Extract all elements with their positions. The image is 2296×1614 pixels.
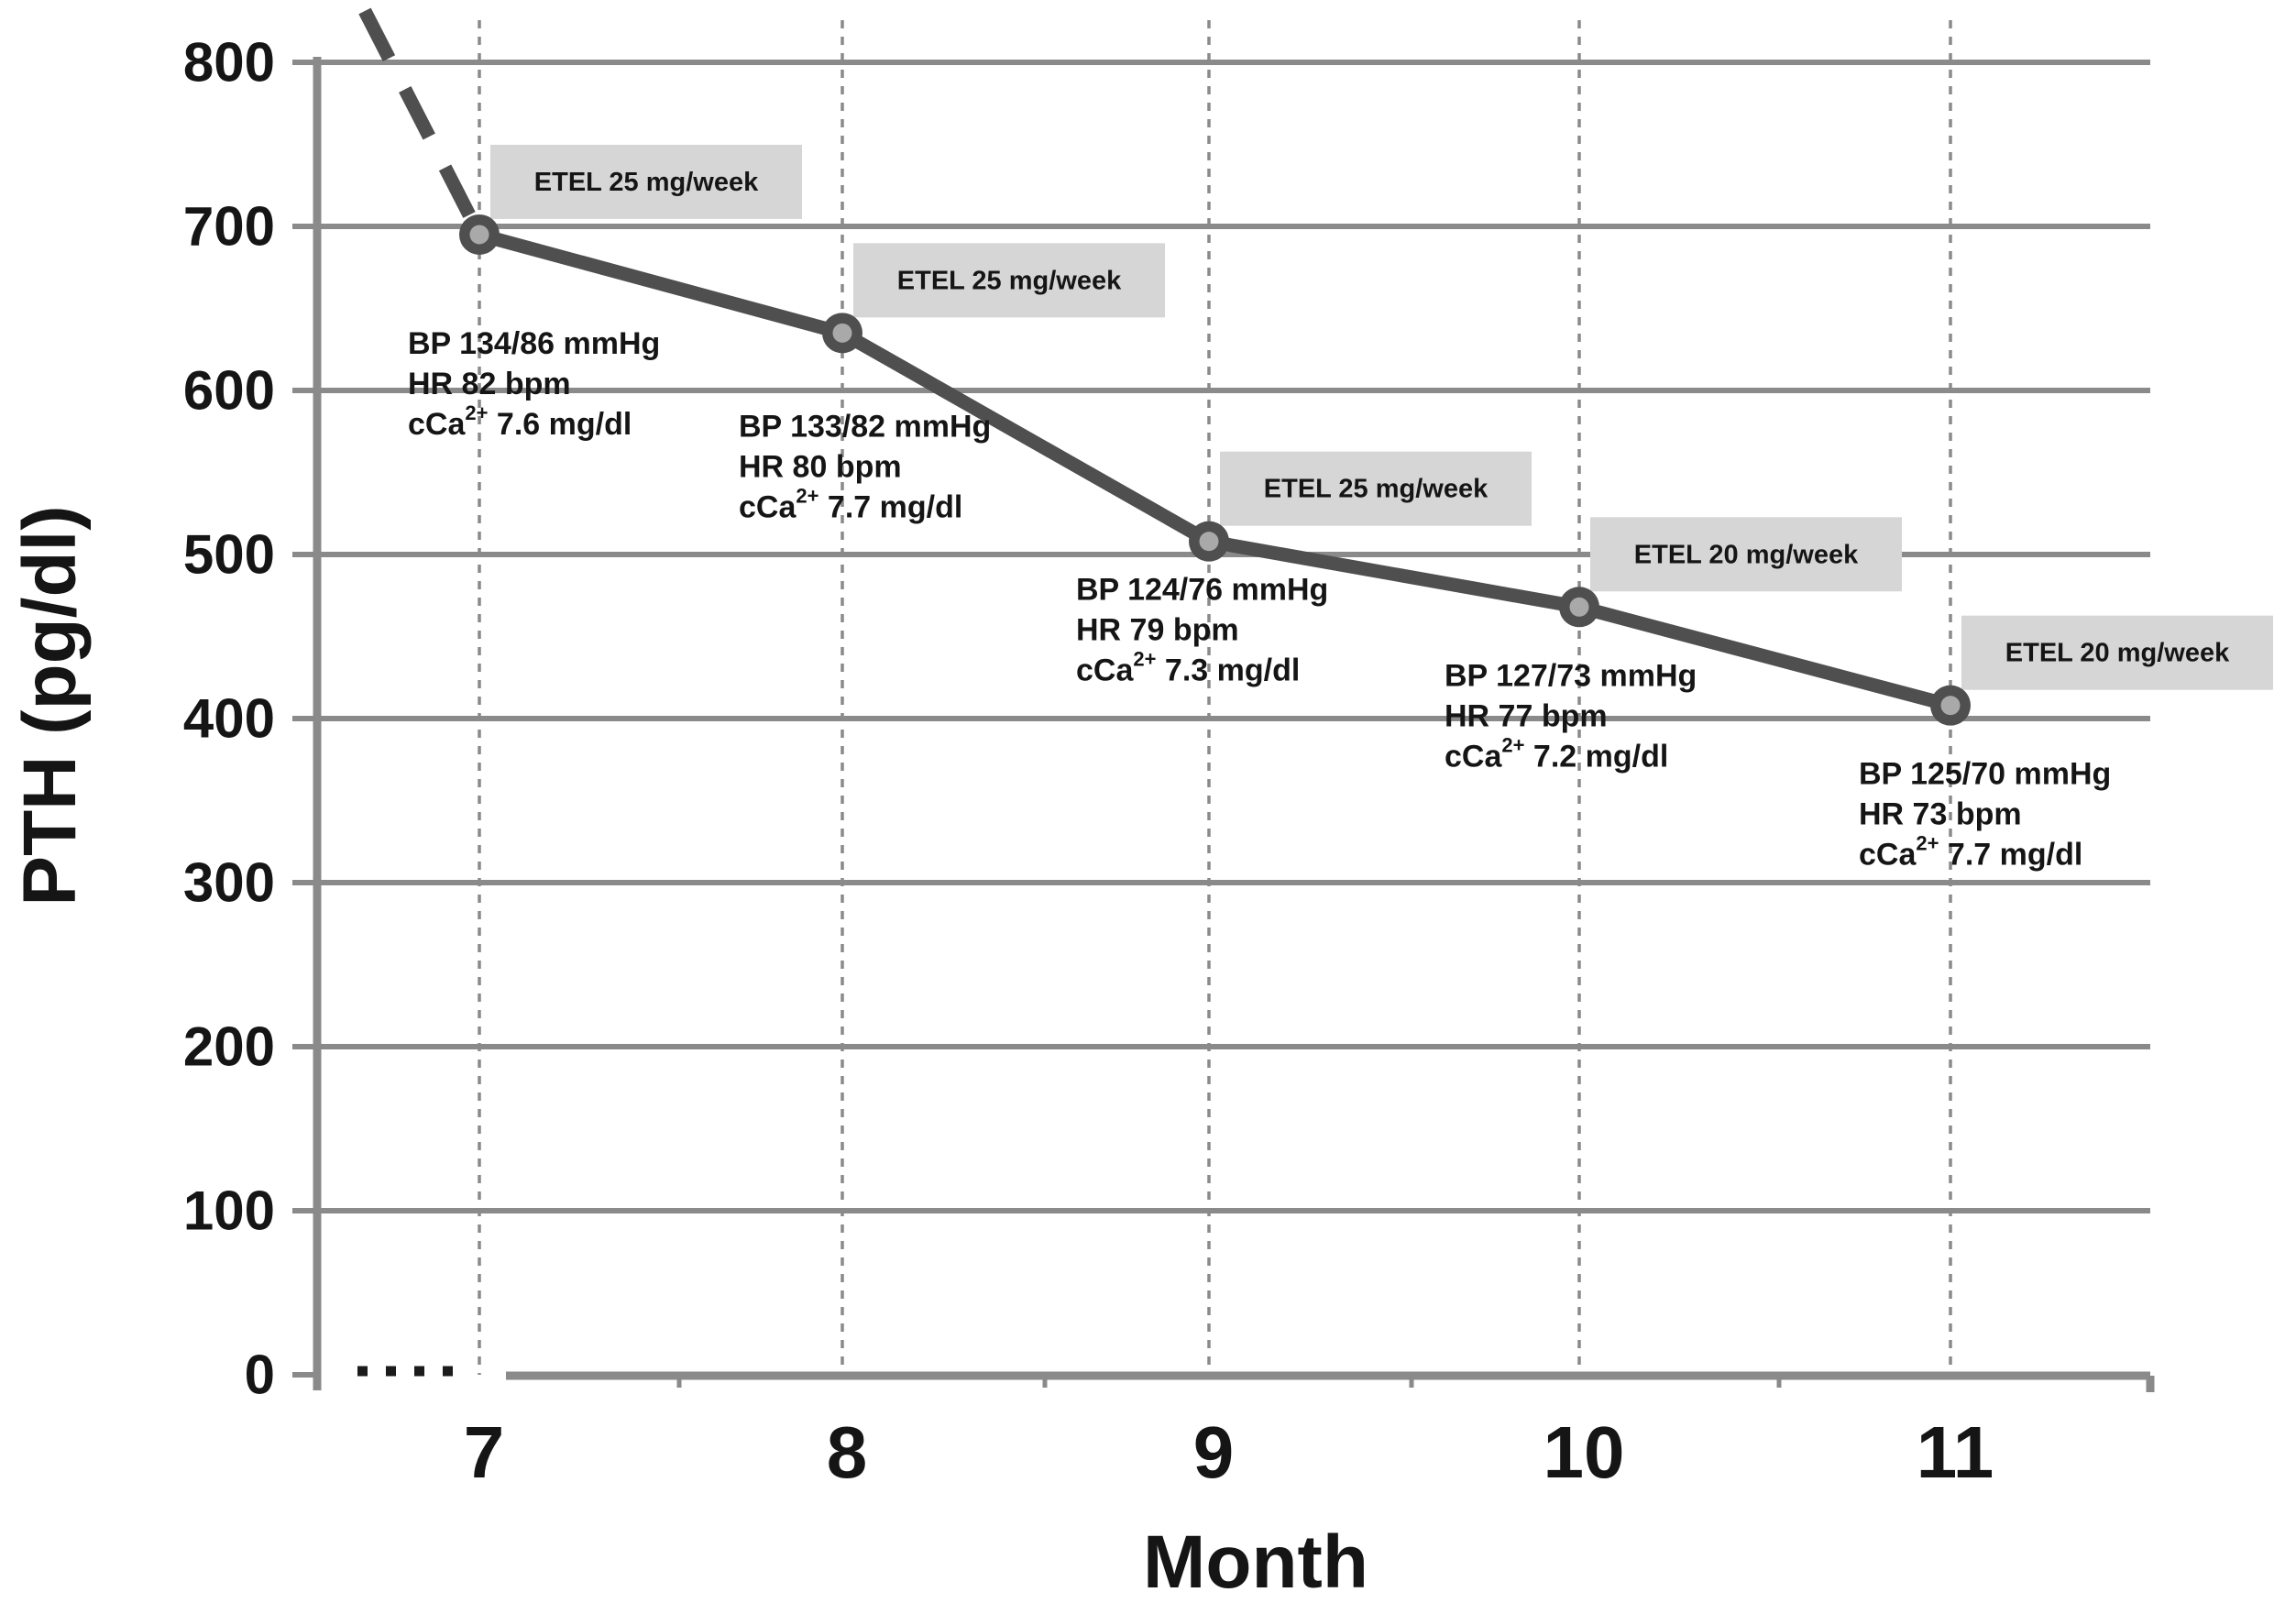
cca-value: cCa2+ 7.6 mg/dl	[408, 401, 632, 442]
y-tick-label-700: 700	[183, 196, 275, 258]
dose-label-month-11: ETEL 20 mg/week	[2005, 639, 2230, 668]
hr-value: HR 73 bpm	[1859, 797, 2022, 832]
dose-box-month-8	[853, 243, 1165, 318]
cca-value: cCa2+ 7.7 mg/dl	[1859, 831, 2082, 873]
bp-value: BP 127/73 mmHg	[1445, 658, 1697, 693]
y-axis-title: PTH (pg/dl)	[8, 505, 92, 906]
series-layer	[358, 7, 1971, 726]
hr-value: HR 80 bpm	[739, 449, 902, 484]
y-tick-label-500: 500	[183, 524, 275, 586]
tick-label-layer: 800 700 600 500 400 300 200 100 0 7 8 9 10 11	[183, 32, 1994, 1494]
x-tick-label-9: 9	[1193, 1411, 1235, 1493]
data-point-inner-month-7	[469, 225, 489, 245]
dashed-leadin-segment	[358, 7, 486, 238]
bp-value: BP 125/70 mmHg	[1859, 757, 2111, 792]
cca-value: cCa2+ 7.2 mg/dl	[1445, 733, 1668, 774]
data-point-inner-month-9	[1199, 532, 1219, 552]
dose-label-month-9: ETEL 25 mg/week	[1264, 475, 1489, 504]
x-tick-label-11: 11	[1917, 1411, 1994, 1493]
dose-box-month-11	[1961, 615, 2273, 690]
y-tick-label-0: 0	[245, 1345, 275, 1406]
grid-layer	[315, 20, 2150, 1375]
x-axis-title: Month	[1143, 1521, 1368, 1604]
bp-value: BP 133/82 mmHg	[739, 409, 991, 444]
hr-value: HR 77 bpm	[1445, 698, 1608, 733]
dose-label-month-8: ETEL 25 mg/week	[897, 266, 1122, 295]
dose-box-month-10	[1590, 517, 1902, 592]
y-tick-label-600: 600	[183, 360, 275, 422]
data-point-inner-month-11	[1940, 696, 1961, 716]
data-point-inner-month-10	[1569, 597, 1589, 617]
hr-value: HR 82 bpm	[408, 367, 571, 401]
y-tick-label-800: 800	[183, 32, 275, 93]
cca-value: cCa2+ 7.3 mg/dl	[1076, 647, 1300, 688]
y-tick-label-300: 300	[183, 852, 275, 914]
bp-value: BP 124/76 mmHg	[1076, 573, 1328, 608]
x-tick-label-10: 10	[1543, 1411, 1625, 1493]
y-tick-label-200: 200	[183, 1016, 275, 1078]
y-tick-label-100: 100	[183, 1180, 275, 1242]
dose-box-month-9	[1220, 451, 1532, 526]
hr-value: HR 79 bpm	[1076, 613, 1239, 648]
dose-box-month-7	[490, 144, 802, 219]
bp-value: BP 134/86 mmHg	[408, 326, 660, 361]
dose-label-layer: ETEL 25 mg/week ETEL 25 mg/week ETEL 25 mg…	[490, 144, 2273, 690]
dose-label-month-7: ETEL 25 mg/week	[534, 168, 759, 197]
y-tick-label-400: 400	[183, 688, 275, 750]
axes-layer	[292, 57, 2155, 1392]
x-tick-label-8: 8	[827, 1411, 868, 1493]
x-tick-label-7: 7	[464, 1411, 505, 1493]
dose-label-month-10: ETEL 20 mg/week	[1634, 540, 1859, 569]
cca-value: cCa2+ 7.7 mg/dl	[739, 484, 962, 525]
data-point-inner-month-8	[832, 323, 852, 343]
